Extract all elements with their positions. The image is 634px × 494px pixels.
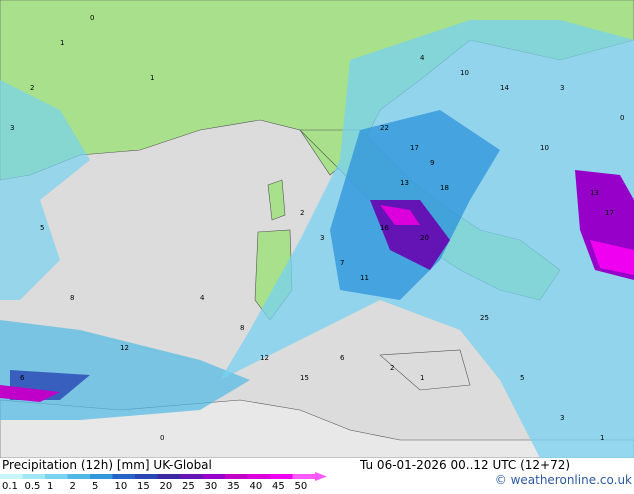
legend-label: 50 xyxy=(295,481,308,490)
legend-label: 1 xyxy=(47,481,53,490)
map-value: 4 xyxy=(200,294,205,302)
legend-label: 5 xyxy=(92,481,98,490)
legend-label: 35 xyxy=(227,481,240,490)
legend-label: 45 xyxy=(272,481,285,490)
map-value: 0 xyxy=(160,434,164,442)
map-value: 7 xyxy=(340,259,344,267)
legend-swatch xyxy=(157,474,180,479)
map-value: 18 xyxy=(440,184,449,192)
legend-swatch xyxy=(202,474,225,479)
legend-label: 0.5 xyxy=(25,481,41,490)
map-value: 9 xyxy=(430,159,434,167)
map-value: 15 xyxy=(300,374,309,382)
map-value: 13 xyxy=(590,189,599,197)
map-value: 1 xyxy=(150,74,154,82)
valid-time: Tu 06-01-2026 00..12 UTC (12+72) xyxy=(359,458,570,472)
legend-label: 40 xyxy=(250,481,263,490)
map-value: 6 xyxy=(340,354,345,362)
map-value: 10 xyxy=(540,144,549,152)
legend-label: 15 xyxy=(137,481,150,490)
legend-swatch xyxy=(180,474,203,479)
map-value: 1 xyxy=(60,39,64,47)
precipitation xyxy=(0,20,634,458)
map-value: 10 xyxy=(460,69,469,77)
legend-swatch xyxy=(45,474,68,479)
legend-swatch xyxy=(270,474,293,479)
map-value: 5 xyxy=(520,374,524,382)
legend-swatch xyxy=(292,474,315,479)
credit: © weatheronline.co.uk xyxy=(495,473,632,487)
legend-label: 0.1 xyxy=(2,481,18,490)
map-value: 0 xyxy=(90,14,94,22)
legend-label: 20 xyxy=(160,481,173,490)
map-value: 3 xyxy=(560,84,564,92)
map-value: 25 xyxy=(480,314,489,322)
map-value: 2 xyxy=(30,84,34,92)
map-value: 0 xyxy=(620,114,624,122)
map-values: 0123581264101422179131823711162025531048… xyxy=(10,14,624,442)
legend-swatch xyxy=(247,474,270,479)
legend-swatch xyxy=(225,474,248,479)
map-value: 12 xyxy=(260,354,269,362)
legend-swatch xyxy=(112,474,135,479)
legend-label: 25 xyxy=(182,481,195,490)
legend: 0.1 0.5 1 2 5 10 15 20 25 30 35 40 45 50 xyxy=(0,472,327,492)
map-value: 2 xyxy=(300,209,304,217)
map-value: 1 xyxy=(600,434,604,442)
title: Precipitation (12h) [mm] UK-Global xyxy=(2,458,212,472)
legend-swatch xyxy=(90,474,113,479)
legend-label: 10 xyxy=(115,481,128,490)
map-value: 6 xyxy=(20,374,25,382)
legend-swatch xyxy=(67,474,90,479)
map-value: 5 xyxy=(40,224,44,232)
map-value: 8 xyxy=(240,324,244,332)
map-value: 22 xyxy=(380,124,389,132)
map-value: 17 xyxy=(410,144,419,152)
legend-arrow xyxy=(315,472,327,481)
map-value: 11 xyxy=(360,274,369,282)
map-value: 16 xyxy=(380,224,389,232)
legend-swatch xyxy=(135,474,158,479)
legend-label: 2 xyxy=(70,481,76,490)
map-value: 17 xyxy=(605,209,614,217)
map-value: 3 xyxy=(560,414,564,422)
map-value: 14 xyxy=(500,84,509,92)
map-value: 3 xyxy=(320,234,324,242)
map-value: 20 xyxy=(420,234,429,242)
legend-swatch xyxy=(22,474,45,479)
map-value: 4 xyxy=(420,54,425,62)
map-value: 12 xyxy=(120,344,129,352)
map-value: 13 xyxy=(400,179,409,187)
legend-swatch xyxy=(0,474,23,479)
map-value: 8 xyxy=(70,294,74,302)
map-value: 2 xyxy=(390,364,394,372)
map-value: 1 xyxy=(420,374,424,382)
map-value: 3 xyxy=(10,124,14,132)
legend-label: 30 xyxy=(205,481,218,490)
